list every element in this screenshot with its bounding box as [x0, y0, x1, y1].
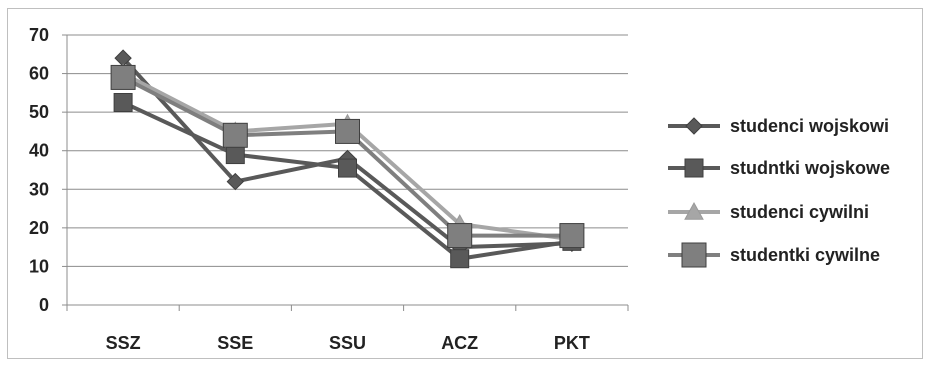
y-tick-label: 0 [39, 295, 49, 315]
chart-outer-border [7, 8, 923, 359]
y-tick-label: 30 [29, 179, 49, 199]
legend-label: studenci wojskowi [730, 116, 889, 136]
legend-marker [684, 201, 704, 220]
x-tick-label: SSE [217, 333, 253, 353]
data-point [226, 172, 245, 191]
y-tick-label: 40 [29, 141, 49, 161]
axes [62, 34, 629, 311]
data-point [113, 93, 133, 112]
legend-marker [681, 242, 707, 268]
data-point [447, 223, 473, 249]
legend: studenci wojskowi studntki wojskowe studen… [668, 116, 890, 268]
data-point [338, 158, 357, 178]
legend-label: studenci cywilni [730, 202, 869, 222]
legend-label: studentki cywilne [730, 245, 880, 265]
x-tick-label: SSZ [106, 333, 141, 353]
legend-label: studntki wojskowe [730, 158, 890, 178]
data-point [450, 249, 470, 269]
series-markers [110, 49, 585, 269]
y-tick-label: 70 [29, 25, 49, 45]
data-point [335, 118, 360, 144]
data-point [225, 145, 245, 165]
x-tick-label: PKT [554, 333, 590, 353]
legend-marker [685, 117, 703, 135]
data-point [559, 223, 585, 249]
x-tick-label: ACZ [441, 333, 478, 353]
x-tick-label: SSU [329, 333, 366, 353]
y-tick-label: 20 [29, 218, 49, 238]
y-tick-label: 10 [29, 256, 49, 276]
y-tick-label: 50 [29, 102, 49, 122]
x-tick-labels: SSZ SSE SSU ACZ PKT [106, 333, 590, 353]
y-tick-labels: 0 10 20 30 40 50 60 70 [29, 25, 49, 315]
data-point [222, 122, 248, 148]
y-tick-label: 60 [29, 64, 49, 84]
data-point [110, 64, 136, 90]
legend-marker [684, 158, 704, 178]
gridlines [67, 34, 628, 267]
